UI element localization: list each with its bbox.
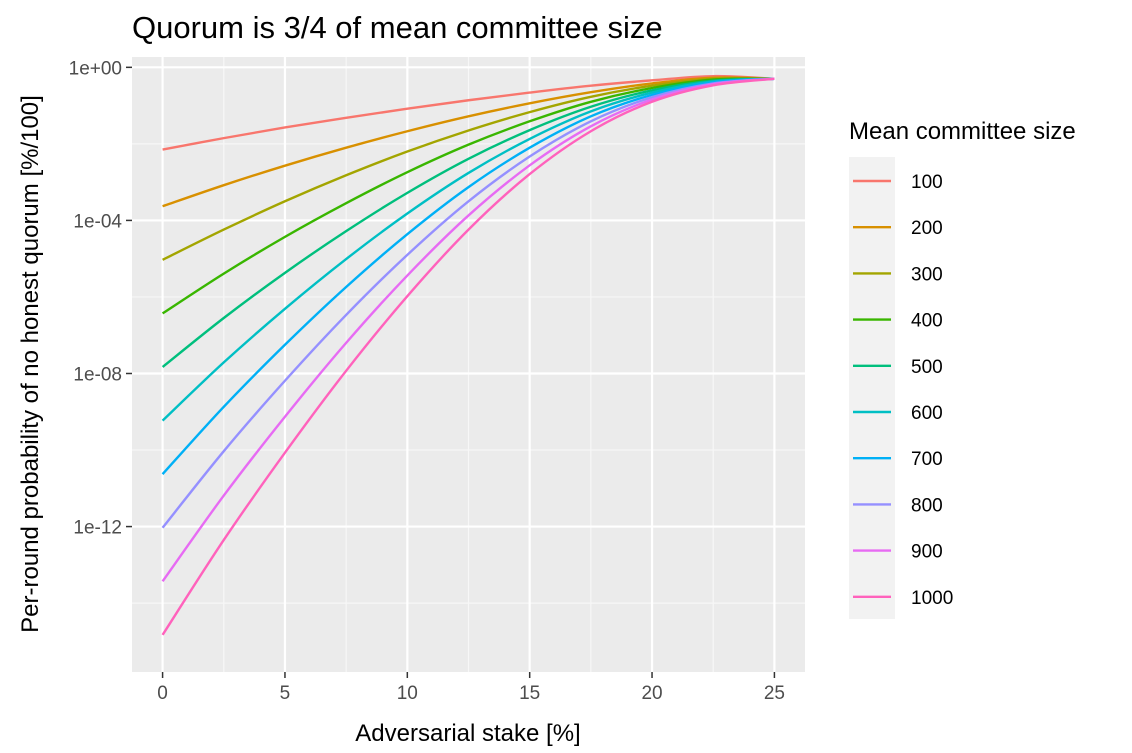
series-line-300	[162, 77, 775, 261]
y-axis-ticks: 1e+00 1e-04 1e-08 1e-12	[69, 58, 132, 539]
legend: Mean committee size 100 200 300 400 500 600 70…	[849, 118, 1076, 619]
legend-label-600: 600	[911, 403, 943, 424]
series-line-200	[162, 76, 775, 208]
series-line-1000	[161, 77, 775, 636]
legend-label-400: 400	[911, 311, 943, 332]
y-axis-title: Per-round probability of no honest quoru…	[17, 95, 44, 633]
series-line-400	[161, 77, 775, 315]
x-tick-label: 0	[157, 683, 168, 704]
x-tick-label: 10	[397, 683, 418, 704]
y-tick-label: 1e-08	[73, 364, 122, 385]
legend-label-500: 500	[911, 357, 943, 378]
legend-label-1000: 1000	[911, 588, 953, 609]
series-line-800	[161, 77, 775, 529]
x-tick-label: 20	[641, 683, 662, 704]
x-tick-label: 5	[280, 683, 291, 704]
chart-title: Quorum is 3/4 of mean committee size	[132, 10, 663, 45]
legend-label-100: 100	[911, 172, 943, 193]
legend-title: Mean committee size	[849, 118, 1076, 145]
y-tick-label: 1e-12	[73, 518, 122, 539]
series-line-600	[161, 77, 775, 422]
x-tick-label: 15	[519, 683, 540, 704]
legend-label-300: 300	[911, 264, 943, 285]
series-line-500	[161, 77, 775, 368]
x-tick-label: 25	[764, 683, 785, 704]
x-axis-ticks: 0 5 10 15 20 25	[157, 672, 785, 704]
legend-label-200: 200	[911, 218, 943, 239]
series-lines	[161, 74, 775, 636]
series-line-700	[161, 77, 775, 475]
series-line-100	[162, 74, 775, 151]
legend-key-background	[849, 157, 895, 619]
y-tick-label: 1e-04	[73, 211, 122, 232]
legend-label-800: 800	[911, 495, 943, 516]
legend-label-700: 700	[911, 449, 943, 470]
x-axis-title: Adversarial stake [%]	[355, 720, 580, 747]
series-line-900	[161, 77, 775, 582]
y-tick-label: 1e+00	[69, 58, 122, 79]
legend-label-900: 900	[911, 542, 943, 563]
